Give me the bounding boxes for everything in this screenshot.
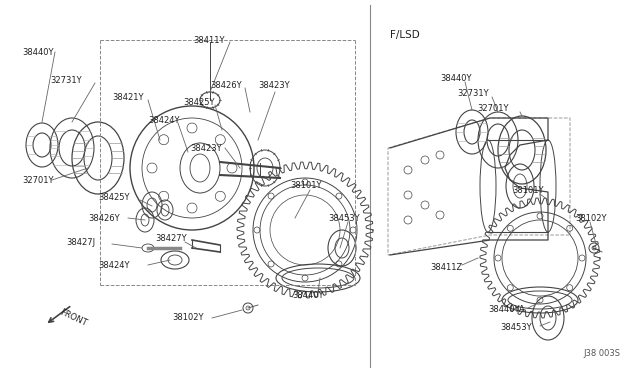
Text: 38411Y: 38411Y	[193, 35, 225, 45]
Text: 38101Y: 38101Y	[290, 180, 321, 189]
Text: 38440Y: 38440Y	[440, 74, 472, 83]
Text: 38421Y: 38421Y	[112, 93, 143, 102]
Text: 38426Y: 38426Y	[88, 214, 120, 222]
Text: 32731Y: 32731Y	[50, 76, 82, 84]
Text: 38453Y: 38453Y	[328, 214, 360, 222]
Text: 38411Z: 38411Z	[430, 263, 462, 273]
Text: 38426Y: 38426Y	[210, 80, 242, 90]
Text: 38102Y: 38102Y	[575, 214, 607, 222]
Text: 38424Y: 38424Y	[98, 260, 129, 269]
Text: F/LSD: F/LSD	[390, 30, 420, 40]
Text: 38453Y: 38453Y	[500, 324, 532, 333]
Text: 38427Y: 38427Y	[155, 234, 187, 243]
Text: FRONT: FRONT	[58, 308, 88, 328]
Text: 38427J: 38427J	[66, 237, 95, 247]
Text: 32701Y: 32701Y	[477, 103, 509, 112]
Text: 38440YA: 38440YA	[488, 305, 525, 314]
Text: J38 003S: J38 003S	[583, 349, 620, 358]
Text: 38425Y: 38425Y	[183, 97, 214, 106]
Text: 32701Y: 32701Y	[22, 176, 54, 185]
Text: 38101Y: 38101Y	[512, 186, 543, 195]
Text: 38423Y: 38423Y	[190, 144, 221, 153]
Text: 38424Y: 38424Y	[148, 115, 179, 125]
Text: 38425Y: 38425Y	[98, 192, 129, 202]
Text: 38423Y: 38423Y	[258, 80, 290, 90]
Text: 32731Y: 32731Y	[457, 89, 488, 97]
Text: 38440Y: 38440Y	[292, 291, 323, 299]
Text: 38102Y: 38102Y	[172, 314, 204, 323]
Text: 38440Y: 38440Y	[22, 48, 54, 57]
